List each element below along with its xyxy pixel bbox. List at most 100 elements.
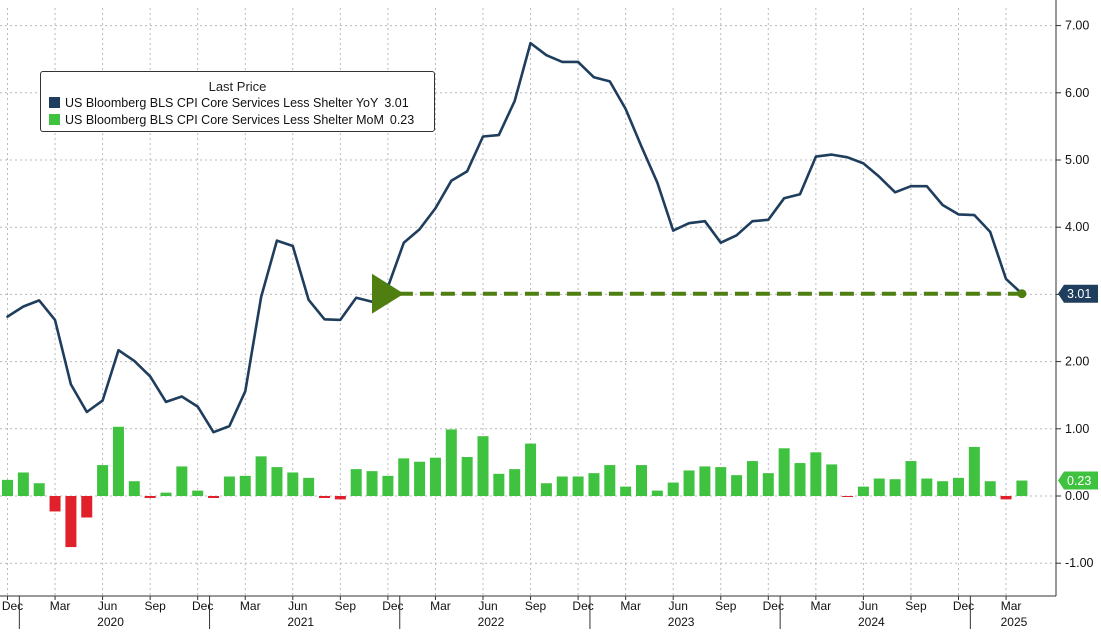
- mom-bar: [81, 496, 93, 518]
- y-tick-label: 6.00: [1065, 86, 1089, 100]
- legend-label-mom: US Bloomberg BLS CPI Core Services Less …: [65, 112, 384, 127]
- legend-item-mom: US Bloomberg BLS CPI Core Services Less …: [49, 112, 414, 127]
- mom-bar: [160, 492, 172, 496]
- y-tick-label: 2.00: [1065, 355, 1089, 369]
- mom-bar: [889, 479, 901, 496]
- mom-bar: [857, 486, 869, 496]
- mom-bar: [762, 473, 774, 496]
- x-month-label: Mar: [430, 599, 451, 613]
- mom-bar: [1016, 480, 1028, 496]
- legend-value-mom: 0.23: [389, 112, 415, 127]
- mom-bar: [287, 472, 299, 496]
- mom-bar: [715, 467, 727, 496]
- mom-bar: [984, 481, 996, 496]
- x-month-label: Sep: [715, 599, 737, 613]
- mom-bar: [2, 479, 13, 496]
- mom-bar: [429, 457, 441, 496]
- yoy-line: [6, 41, 1024, 434]
- mom-bar: [953, 477, 964, 496]
- mom-bar: [778, 448, 790, 496]
- mom-bar: [921, 478, 933, 496]
- x-month-label: Mar: [1001, 599, 1022, 613]
- mom-bar: [651, 490, 663, 496]
- y-tick-label: 7.00: [1065, 19, 1089, 33]
- y-tick-label: 5.00: [1065, 153, 1089, 167]
- mom-bar: [445, 429, 457, 496]
- legend: Last Price US Bloomberg BLS CPI Core Ser…: [40, 71, 435, 132]
- mom-bar: [144, 496, 156, 499]
- x-month-label: Dec: [763, 599, 784, 613]
- mom-last-value-text: 0.23: [1067, 474, 1091, 488]
- mom-bar: [937, 481, 949, 496]
- mom-bar: [382, 475, 394, 496]
- mom-bar: [350, 469, 362, 496]
- mom-bar: [873, 478, 885, 496]
- x-year-label: 2021: [287, 615, 314, 629]
- x-month-label: Jun: [288, 599, 307, 613]
- mom-bar: [1000, 496, 1012, 500]
- mom-bar: [128, 481, 140, 496]
- mom-bar: [826, 464, 838, 496]
- mom-bar: [540, 483, 552, 496]
- x-month-label: Jun: [478, 599, 497, 613]
- mom-bar: [588, 473, 600, 496]
- x-year-label: 2025: [1001, 615, 1028, 629]
- mom-bar: [572, 476, 584, 496]
- mom-bar: [414, 461, 426, 496]
- mom-bar: [192, 490, 204, 496]
- x-month-label: Jun: [859, 599, 878, 613]
- y-tick-label: 4.00: [1065, 220, 1089, 234]
- x-year-label: 2020: [97, 615, 124, 629]
- mom-bar: [366, 471, 378, 496]
- mom-bar: [334, 496, 346, 500]
- legend-value-yoy: 3.01: [384, 95, 409, 110]
- x-month-label: Dec: [382, 599, 403, 613]
- mom-bar: [208, 496, 220, 499]
- mom-bar: [667, 482, 679, 496]
- mom-bar: [303, 477, 315, 496]
- mom-bar: [699, 466, 711, 496]
- mom-bar: [239, 475, 251, 496]
- x-month-label: Sep: [525, 599, 547, 613]
- x-month-label: Dec: [2, 599, 23, 613]
- x-month-label: Mar: [620, 599, 641, 613]
- mom-bar: [794, 463, 806, 496]
- mom-bar: [319, 496, 330, 499]
- x-month-label: Mar: [240, 599, 261, 613]
- mom-bar: [255, 456, 267, 496]
- mom-bar: [97, 465, 109, 496]
- legend-swatch-mom: [49, 114, 60, 125]
- mom-bar: [604, 465, 616, 496]
- x-month-label: Jun: [669, 599, 688, 613]
- mom-bar: [968, 446, 980, 496]
- mom-bar: [176, 466, 188, 496]
- legend-item-yoy: US Bloomberg BLS CPI Core Services Less …: [49, 95, 409, 110]
- mom-bar: [842, 496, 854, 497]
- mom-bar: [17, 472, 29, 496]
- mom-bar: [731, 475, 743, 496]
- mom-bar: [509, 469, 521, 496]
- mom-last-value-tag: [1058, 471, 1098, 490]
- y-tick-label: -1.00: [1065, 556, 1094, 570]
- mom-bar: [525, 443, 537, 496]
- x-month-label: Mar: [50, 599, 71, 613]
- x-month-label: Dec: [192, 599, 213, 613]
- arrow-start-dot: [1017, 289, 1027, 299]
- x-month-label: Sep: [144, 599, 166, 613]
- mom-bar: [636, 465, 647, 496]
- mom-bars: [2, 426, 1028, 548]
- x-month-label: Dec: [572, 599, 593, 613]
- x-year-label: 2022: [478, 615, 505, 629]
- x-month-label: Mar: [811, 599, 832, 613]
- mom-bar: [905, 461, 917, 496]
- yoy-last-value-tag: [1058, 284, 1098, 303]
- x-year-label: 2024: [858, 615, 885, 629]
- mom-bar: [65, 496, 77, 548]
- y-tick-label: 1.00: [1065, 422, 1089, 436]
- grid-lines: [0, 8, 1056, 596]
- legend-label-yoy: US Bloomberg BLS CPI Core Services Less …: [65, 95, 379, 110]
- x-month-label: Jun: [98, 599, 117, 613]
